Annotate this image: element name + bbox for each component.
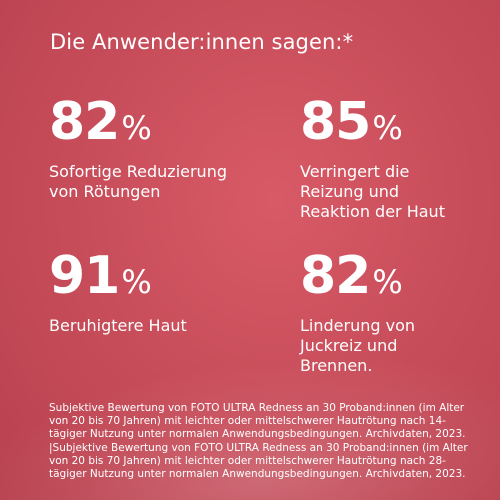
footnote: Subjektive Bewertung von FOTO ULTRA Redn…	[49, 402, 468, 481]
stat-label: Verringert die Reizung und Reaktion der …	[300, 162, 445, 221]
stat-label: Linderung von Juckreiz und Brennen.	[300, 316, 415, 375]
stat-label: Sofortige Reduzierung von Rötungen	[49, 162, 227, 201]
stat-figure: 82%	[49, 96, 249, 154]
stat-figure: 91%	[49, 250, 249, 308]
stat-label: Beruhigtere Haut	[49, 316, 187, 335]
stat-block: 82% Sofortige Reduzierung von Rötungen	[49, 96, 249, 202]
stat-figure: 82%	[300, 250, 500, 308]
stat-block: 91% Beruhigtere Haut	[49, 250, 249, 336]
heading: Die Anwender:innen sagen:*	[50, 30, 354, 54]
stat-value: 82	[49, 92, 120, 152]
stat-block: 85% Verringert die Reizung und Reaktion …	[300, 96, 500, 222]
stat-unit: %	[121, 263, 151, 301]
stat-unit: %	[372, 109, 402, 147]
stat-value: 91	[49, 246, 120, 306]
stat-block: 82% Linderung von Juckreiz und Brennen.	[300, 250, 500, 376]
stat-unit: %	[121, 109, 151, 147]
stat-unit: %	[372, 263, 402, 301]
stat-value: 82	[300, 246, 371, 306]
stat-value: 85	[300, 92, 371, 152]
stat-figure: 85%	[300, 96, 500, 154]
